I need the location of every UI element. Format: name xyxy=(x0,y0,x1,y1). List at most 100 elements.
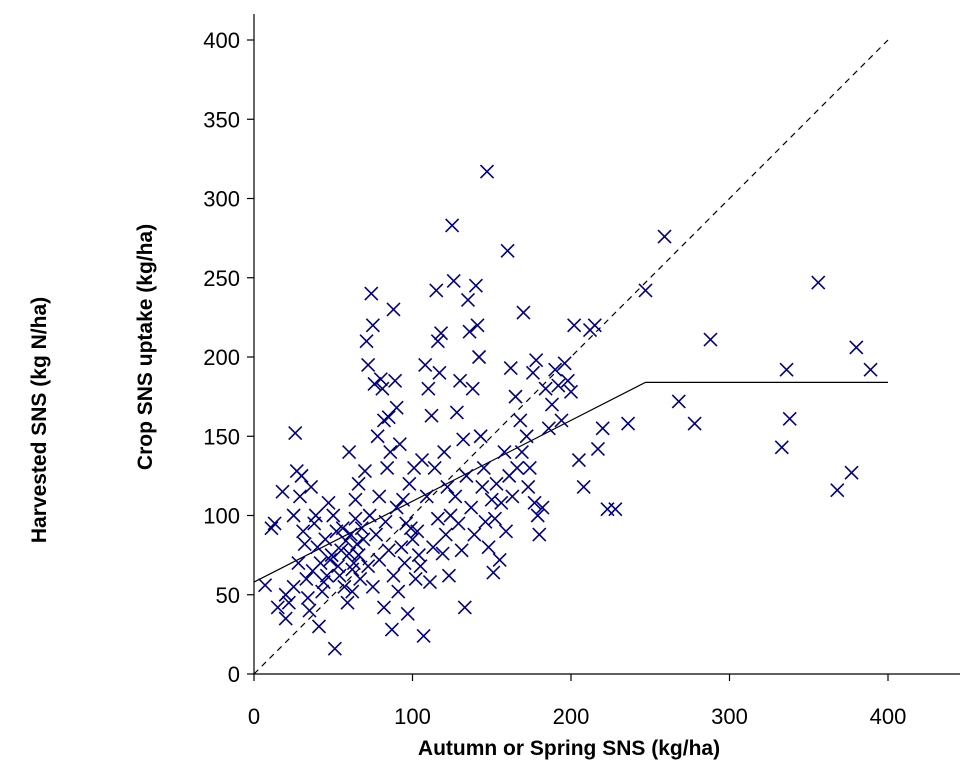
scatter-point xyxy=(264,521,279,536)
scatter-point xyxy=(638,283,653,298)
outer-y-axis-title: Harvested SNS (kg N/ha) xyxy=(28,297,51,543)
scatter-point xyxy=(258,578,273,593)
scatter-point xyxy=(525,365,541,380)
scatter-point xyxy=(438,527,453,542)
scatter-point xyxy=(451,516,466,531)
axis-ticks: 0 50 100 150 200 250 300 350 400 0 100 200 300 400 xyxy=(203,28,906,729)
scatter-point xyxy=(296,524,311,539)
scatter-point xyxy=(522,460,537,476)
scatter-point xyxy=(351,476,366,491)
scatter-point xyxy=(863,362,878,377)
scatter-point xyxy=(530,508,545,523)
scatter-point xyxy=(288,426,303,441)
scatter-point xyxy=(456,432,471,447)
y-tick-label: 300 xyxy=(203,187,240,212)
scatter-point xyxy=(703,332,718,347)
scatter-point xyxy=(468,278,483,293)
y-tick-label: 50 xyxy=(216,583,240,608)
scatter-point xyxy=(343,527,358,542)
scatter-point xyxy=(467,527,482,542)
scatter-point xyxy=(345,584,360,599)
scatter-point xyxy=(372,489,387,504)
scatter-point xyxy=(432,365,447,380)
scatter-point xyxy=(590,441,606,456)
scatter-point xyxy=(338,533,353,548)
scatter-point xyxy=(365,318,380,333)
scatter-point xyxy=(457,600,472,615)
scatter-point xyxy=(389,500,404,515)
x-tick-label: 200 xyxy=(553,704,590,729)
scatter-point xyxy=(426,540,441,555)
scatter-point xyxy=(600,502,615,517)
scatter-point xyxy=(541,421,556,436)
scatter-point xyxy=(321,495,336,510)
scatter-point xyxy=(324,548,339,563)
scatter-point xyxy=(323,552,338,567)
scatter-point xyxy=(373,372,388,387)
scatter-point xyxy=(348,511,363,526)
scatter-point xyxy=(359,334,374,349)
scatter-point xyxy=(300,590,315,605)
scatter-point xyxy=(297,536,312,552)
scatter-point xyxy=(476,460,491,476)
scatter-point xyxy=(595,421,610,436)
scatter-point xyxy=(351,548,366,563)
scatter-point xyxy=(551,378,566,393)
scatter-point xyxy=(782,411,797,426)
scatter-point xyxy=(587,318,602,333)
scatter-point xyxy=(294,468,309,483)
scatter-point xyxy=(481,540,496,555)
scatter-point xyxy=(430,334,445,349)
scatter-point xyxy=(557,356,572,371)
scatter-point xyxy=(303,479,319,495)
scatter-point xyxy=(361,357,376,372)
scatter-point xyxy=(368,527,384,542)
scatter-point xyxy=(473,429,488,444)
scatter-point xyxy=(576,479,591,495)
scatter-point xyxy=(437,445,452,460)
scatter-point xyxy=(315,584,330,599)
reference-lines xyxy=(253,39,889,675)
scatter-point xyxy=(376,600,392,615)
scatter-point xyxy=(292,489,308,504)
scatter-point xyxy=(380,460,395,476)
scatter-point xyxy=(413,559,428,574)
scatter-point xyxy=(508,389,523,404)
scatter-point xyxy=(475,479,490,495)
scatter-point xyxy=(441,568,457,583)
scatter-point xyxy=(465,381,480,396)
scatter-point xyxy=(440,479,455,495)
x-tick-label: 300 xyxy=(711,704,748,729)
y-axis-title: Crop SNS uptake (kg/ha) xyxy=(134,224,157,470)
scatter-point xyxy=(275,484,290,499)
scatter-point xyxy=(334,543,349,558)
scatter-point xyxy=(527,495,542,510)
scatter-point xyxy=(316,575,331,590)
scatter-point xyxy=(492,552,507,567)
y-tick-label: 100 xyxy=(203,504,240,529)
scatter-point xyxy=(498,524,514,539)
scatter-point xyxy=(391,584,406,599)
scatter-point xyxy=(516,305,531,320)
fitted-broken-line xyxy=(253,381,888,583)
scatter-point xyxy=(305,563,320,579)
scatter-point xyxy=(378,514,393,529)
scatter-point xyxy=(844,465,859,480)
scatter-point xyxy=(419,489,434,504)
scatter-point xyxy=(571,452,586,468)
scatter-point xyxy=(427,460,442,476)
scatter-point xyxy=(361,559,376,574)
scatter-point xyxy=(486,565,501,580)
scatter-point xyxy=(337,579,352,594)
scatter-point xyxy=(459,468,474,483)
scatter-point xyxy=(335,521,350,536)
scatter-point xyxy=(383,445,398,460)
scatter-point xyxy=(381,543,396,558)
scatter-point xyxy=(318,532,333,547)
scatter-point xyxy=(402,476,417,491)
scatter-point xyxy=(478,514,493,529)
scatter-point xyxy=(340,595,355,610)
scatter-point xyxy=(286,508,301,523)
scatter-point xyxy=(460,292,476,308)
scatter-point xyxy=(657,229,672,244)
